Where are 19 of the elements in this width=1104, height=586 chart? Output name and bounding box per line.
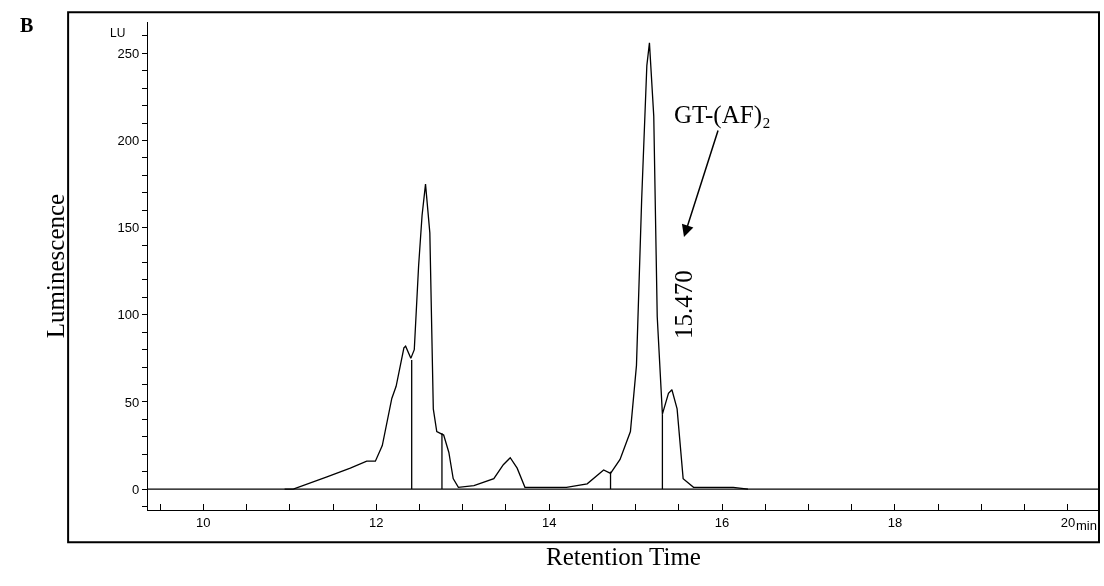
- y-tick-label: 250: [117, 45, 140, 61]
- text: LU: [110, 26, 126, 40]
- annotation: 15.470: [669, 270, 697, 339]
- y-tick-label: 200: [117, 133, 140, 149]
- x-tick-label: 14: [541, 514, 557, 530]
- x-tick-label: 20: [1060, 514, 1076, 530]
- y-tick-label: 150: [117, 220, 140, 236]
- x-axis-title: Retention Time: [546, 542, 701, 570]
- x-tick-label: 16: [714, 514, 730, 530]
- y-tick-label: 50: [124, 394, 140, 410]
- y-tick-label: 0: [132, 481, 140, 497]
- annotation: GT-(AF)₂: [674, 101, 771, 129]
- x-tick-label: 12: [369, 514, 384, 530]
- y-axis-title: Luminescence: [42, 193, 70, 339]
- x-tick-label: 18: [887, 514, 903, 530]
- text: min: [1076, 518, 1097, 533]
- y-tick-label: 100: [117, 307, 140, 323]
- text: B: [20, 14, 34, 36]
- x-tick-label: 10: [196, 514, 211, 530]
